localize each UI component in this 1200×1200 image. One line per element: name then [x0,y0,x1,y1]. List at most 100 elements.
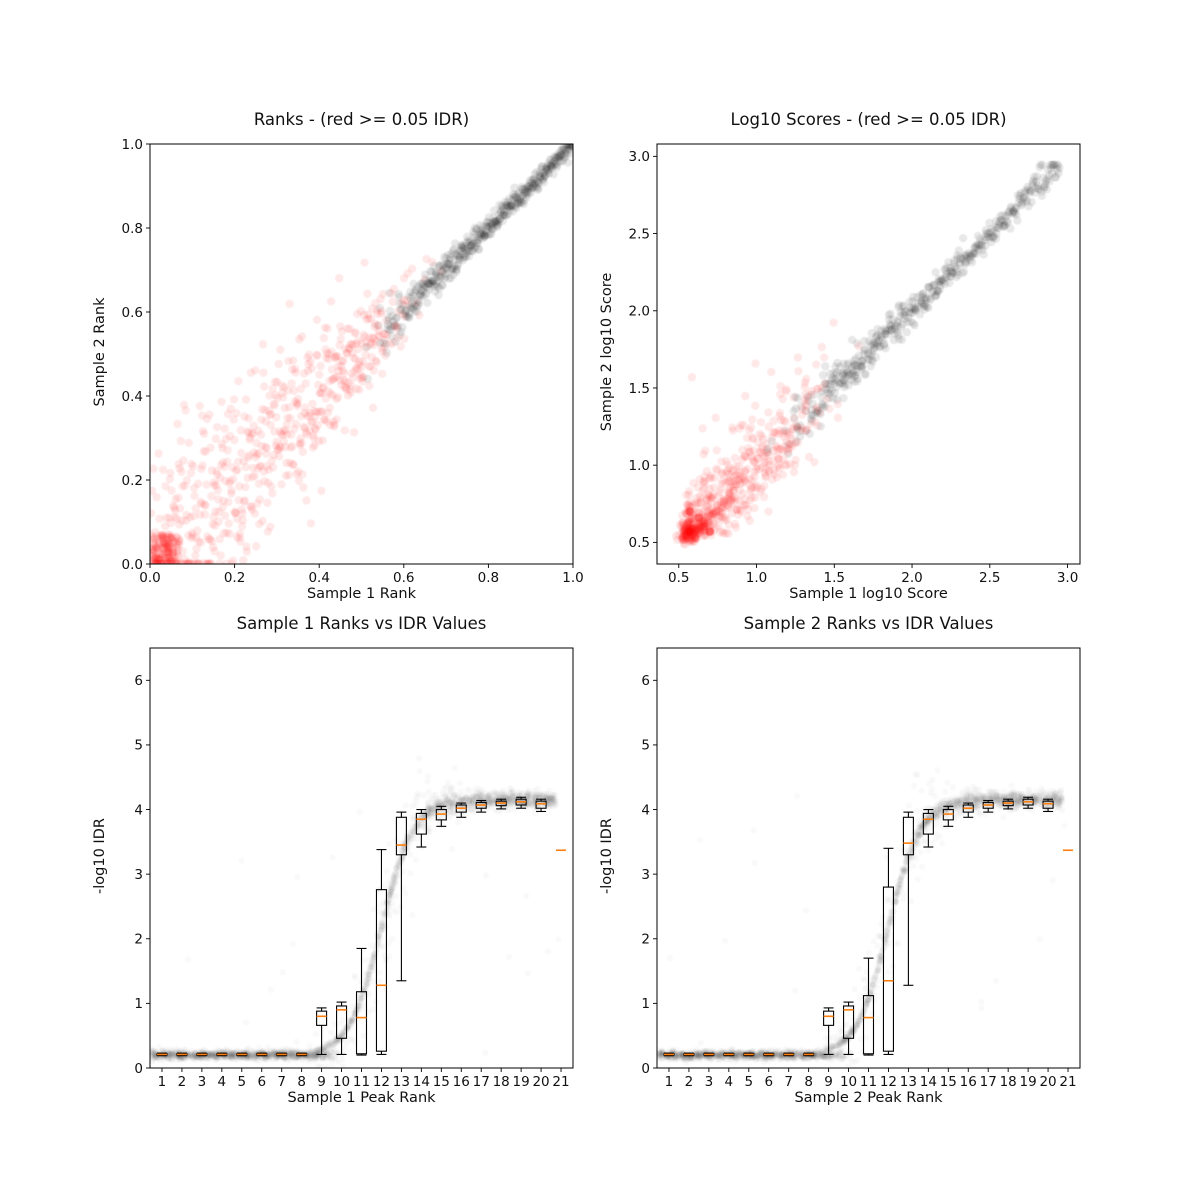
x-tick-label: 1.5 [824,570,845,586]
ylabel-scores: Sample 2 log10 Score [599,272,615,432]
boxplot-box [395,816,407,856]
subplot-title-sample2-idr: Sample 2 Ranks vs IDR Values [743,614,994,633]
x-tick-label: 2.5 [979,570,1000,586]
boxplot-box [882,886,894,1052]
y-tick-label: 1.0 [629,458,650,474]
x-tick-label: 19 [1020,1074,1037,1090]
x-tick-label: 0.2 [224,570,245,586]
x-tick-label: 6 [257,1074,266,1090]
x-tick-label: 12 [373,1074,390,1090]
x-tick-label: 20 [1039,1074,1056,1090]
x-tick-label: 13 [393,1074,410,1090]
x-tick-label: 0.8 [478,570,499,586]
x-tick-label: 21 [1059,1074,1076,1090]
y-tick-label: 5 [641,738,650,754]
x-tick-label: 15 [940,1074,957,1090]
x-tick-label: 18 [1000,1074,1017,1090]
boxplot-box [862,995,875,1055]
xlabel-scores: Sample 1 log10 Score [789,586,948,602]
x-tick-label: 7 [277,1074,286,1090]
x-tick-label: 18 [493,1074,510,1090]
boxplot-box [922,812,934,835]
y-tick-label: 1.5 [629,381,650,397]
x-tick-label: 14 [920,1074,937,1090]
x-tick-label: 1.0 [562,570,583,586]
x-tick-label: 0.0 [139,570,160,586]
x-tick-label: 0.4 [308,570,329,586]
x-tick-label: 0.5 [668,570,689,586]
x-tick-label: 2 [685,1074,694,1090]
boxplot-box [415,812,427,835]
axes-frame [149,143,574,565]
y-tick-label: 4 [134,802,143,818]
x-tick-label: 11 [860,1074,877,1090]
y-tick-label: 0.6 [122,305,143,321]
x-tick-label: 15 [433,1074,450,1090]
y-tick-label: 0.4 [122,389,143,405]
sample2-idr-scatter-canvas [657,648,1080,1068]
x-tick-label: 1.0 [746,570,767,586]
axes-frame [656,143,1081,565]
x-tick-label: 17 [980,1074,997,1090]
y-tick-label: 3 [134,867,143,883]
boxplot-box [355,991,368,1055]
boxplot-box [823,1010,835,1026]
x-tick-label: 12 [880,1074,897,1090]
x-tick-label: 10 [840,1074,857,1090]
axes-frame [656,647,1081,1069]
axes-frame [149,647,574,1069]
x-tick-label: 21 [552,1074,569,1090]
sample1-idr-scatter-canvas [150,648,573,1068]
x-tick-label: 9 [317,1074,326,1090]
x-tick-label: 16 [960,1074,977,1090]
ylabel-sample1-idr: -log10 IDR [92,818,108,894]
y-tick-label: 1.0 [122,137,143,153]
x-tick-label: 8 [804,1074,813,1090]
x-tick-label: 1 [158,1074,167,1090]
ranks-scatter-canvas [150,144,573,564]
ylabel-sample2-idr: -log10 IDR [599,818,615,894]
boxplot-box [535,800,547,809]
x-tick-label: 5 [744,1074,753,1090]
x-tick-label: 9 [824,1074,833,1090]
x-tick-label: 6 [764,1074,773,1090]
x-tick-label: 5 [237,1074,246,1090]
x-tick-label: 19 [513,1074,530,1090]
x-tick-label: 0.6 [393,570,414,586]
scores-scatter-canvas [657,144,1080,564]
y-tick-label: 5 [134,738,143,754]
y-tick-label: 6 [641,673,650,689]
y-tick-label: 2 [641,932,650,948]
y-tick-label: 0 [641,1061,650,1077]
x-tick-label: 14 [413,1074,430,1090]
x-tick-label: 11 [353,1074,370,1090]
y-tick-label: 2.0 [629,304,650,320]
subplot-title-scores: Log10 Scores - (red >= 0.05 IDR) [730,110,1007,129]
boxplot-box [316,1010,328,1026]
x-tick-label: 1 [665,1074,674,1090]
boxplot-box [843,1005,855,1039]
x-tick-label: 8 [297,1074,306,1090]
x-tick-label: 17 [473,1074,490,1090]
y-tick-label: 1 [641,996,650,1012]
y-tick-label: 2.5 [629,226,650,242]
y-tick-label: 2 [134,932,143,948]
y-tick-label: 3.0 [629,149,650,165]
x-tick-label: 16 [453,1074,470,1090]
y-tick-label: 0.8 [122,221,143,237]
xlabel-ranks: Sample 1 Rank [306,586,417,602]
subplot-title-sample1-idr: Sample 1 Ranks vs IDR Values [236,614,487,633]
y-tick-label: 1 [134,996,143,1012]
subplot-title-ranks: Ranks - (red >= 0.05 IDR) [253,110,470,129]
y-tick-label: 0.0 [122,557,143,573]
x-tick-label: 2.0 [901,570,922,586]
y-tick-label: 6 [134,673,143,689]
boxplot-box [336,1005,348,1039]
xlabel-sample1-rank: Sample 1 Peak Rank [287,1090,436,1106]
y-tick-label: 0.2 [122,473,143,489]
x-tick-label: 4 [218,1074,227,1090]
x-tick-label: 3.0 [1057,570,1078,586]
y-tick-label: 0 [134,1061,143,1077]
